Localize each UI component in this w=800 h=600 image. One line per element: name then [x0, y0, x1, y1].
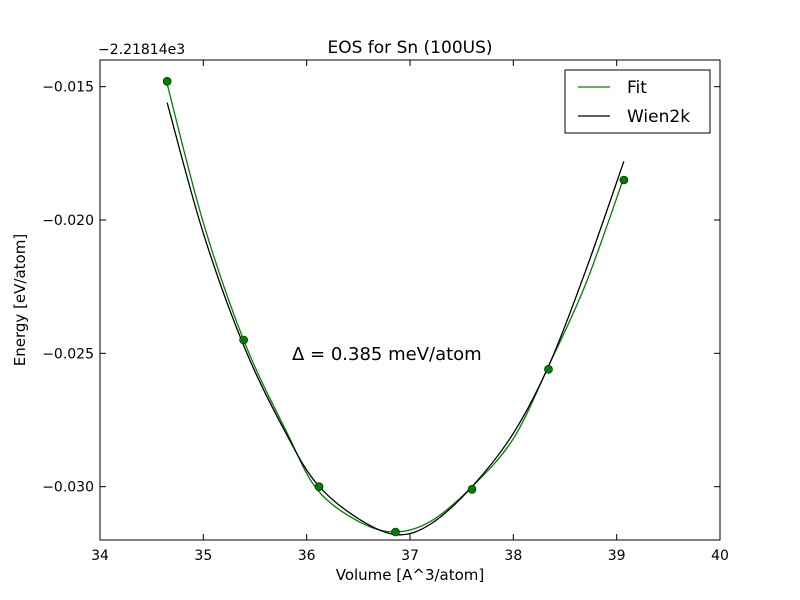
- x-tick-label: 35: [194, 548, 212, 564]
- data-point-7: [619, 175, 629, 185]
- x-tick-label: 34: [91, 548, 109, 564]
- x-tick-label: 38: [504, 548, 522, 564]
- x-tick-label: 40: [711, 548, 729, 564]
- y-tick-label: −0.025: [42, 346, 94, 362]
- data-point-5: [467, 485, 477, 494]
- data-point-1: [162, 77, 172, 86]
- plot-area: [100, 60, 720, 540]
- legend-fit-label: Fit: [627, 78, 647, 98]
- x-axis-label: Volume [A^3/atom]: [336, 566, 485, 584]
- legend-wien2k-label: Wien2k: [627, 107, 690, 127]
- delta-annotation: Δ = 0.385 meV/atom: [292, 344, 482, 365]
- series-layer: [162, 77, 629, 537]
- data-point-3: [314, 482, 324, 491]
- x-tick-label: 39: [608, 548, 626, 564]
- y-axis-label: Energy [eV/atom]: [11, 234, 29, 366]
- y-tick-label: −0.030: [42, 480, 94, 496]
- plot-frame: [99, 59, 721, 541]
- data-point-4: [391, 527, 400, 537]
- data-point-6: [544, 365, 553, 374]
- legend: Fit Wien2k: [564, 69, 711, 134]
- data-point-2: [239, 335, 248, 345]
- y-tick-label: −0.020: [42, 213, 94, 229]
- ticks-layer: 34 35 36 37 38 39 40 −0.015 −0.020 −0.025 −0.030: [42, 60, 729, 564]
- legend-box: [564, 69, 711, 134]
- y-offset-label: −2.21814e3: [98, 42, 185, 58]
- x-tick-label: 36: [298, 548, 316, 564]
- chart-title: EOS for Sn (100US): [327, 38, 492, 58]
- x-tick-label: 37: [401, 548, 419, 564]
- y-tick-label: −0.015: [42, 80, 94, 96]
